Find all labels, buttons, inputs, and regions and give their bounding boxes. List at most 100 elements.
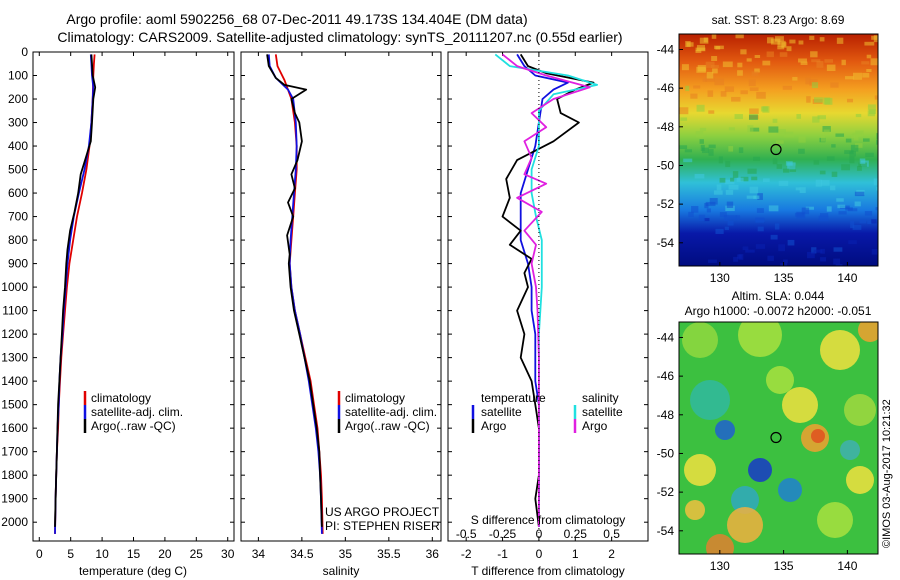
sst-speckle [770,38,781,45]
sst-map-frame [678,33,879,267]
sst-speckle [728,127,735,131]
sst-speckle [749,87,759,91]
sst-speckle [776,164,783,169]
depth-tick-label: 1100 [2,304,28,318]
sla-map-axes: 130 135 140 -44 -46 -48 -50 -52 -54 [657,330,858,573]
sst-speckle [861,61,870,65]
sst-speckle [778,244,786,252]
sla-blob [840,440,860,460]
difference-x2-tick-label: 0.25 [564,527,588,541]
sst-speckle [740,90,748,95]
sst-map-axes: 130 135 140 -44 -46 -48 -50 -52 -54 [657,42,858,285]
sst-speckle [779,52,788,57]
sst-speckle [806,96,811,103]
sst-speckle [877,37,878,43]
sst-speckle [720,91,727,97]
sst-speckle [811,82,819,89]
sst-speckle [777,40,786,47]
sla-blob [738,322,782,357]
sst-speckle [766,51,774,58]
sst-speckle [833,258,841,265]
sst-speckle [754,68,760,73]
legend-title-salinity: salinity [582,391,619,405]
salinity-x-tick-label: 35.5 [377,547,401,561]
sst-speckle [699,139,704,144]
sst-speckle [813,249,823,253]
sst-speckle [836,37,844,44]
sst-speckle [755,218,765,222]
sst-speckle [798,135,806,143]
series-line-salinity-satellite [494,53,598,527]
map-y-tick-label: -52 [657,197,675,211]
sla-blob [682,322,718,358]
legend-label-temp-satellite: satellite [481,405,522,419]
sst-speckle [697,65,707,72]
sst-speckle [838,211,847,215]
sst-speckle [690,93,698,99]
sst-speckle [820,257,827,262]
sst-speckle [694,173,705,179]
sst-speckle [859,158,866,164]
sst-speckle [705,201,716,207]
difference-panel-frame [447,51,649,542]
temperature-x-tick-label: 30 [221,547,235,561]
temperature-x-tick-label: 15 [127,547,141,561]
sst-speckle [756,208,764,213]
difference-x2-tick-label: 0 [536,527,543,541]
sst-speckle [786,46,792,52]
sst-speckle [696,104,705,112]
sst-speckle [712,68,718,74]
sst-speckle [853,133,859,141]
sst-speckle [774,36,784,42]
series-line-satellite-adj-clim- [54,54,95,534]
sst-speckle [746,58,752,62]
difference-x2-tick-label: -0.5 [456,527,477,541]
depth-tick-label: 100 [8,69,28,83]
sst-speckle [762,60,771,66]
salinity-xlabel: salinity [323,564,360,578]
sst-speckle [740,176,749,182]
sst-speckle [693,85,701,89]
map-y-tick-label: -54 [657,524,675,538]
sst-speckle [702,78,707,82]
sst-speckle [826,206,832,212]
sla-blob [731,486,759,514]
depth-tick-label: 300 [8,116,28,130]
sst-speckle [719,212,727,218]
sst-speckle [725,160,731,168]
sst-speckle [850,221,855,229]
sst-speckle [855,113,862,118]
sst-speckle [729,215,737,220]
sst-speckle [713,190,723,195]
sst-speckle [800,61,808,66]
sst-speckle [837,204,846,209]
depth-tick-label: 1700 [1,445,28,459]
sla-blob [820,330,860,370]
salinity-panel-frame [240,51,442,542]
sst-speckle [746,195,757,199]
sst-speckle [763,178,770,183]
sst-speckle [856,165,862,171]
map-x-tick-label: 140 [837,559,857,573]
sst-speckle [768,205,779,212]
sst-speckle [811,59,821,63]
sst-speckle [756,91,766,99]
sst-speckle [728,146,734,152]
sst-speckle [751,176,758,181]
sst-speckle [854,191,865,197]
sst-speckle [706,71,714,79]
sst-speckle [735,215,741,221]
sst-speckle [792,76,798,81]
salinity-legend: climatology satellite-adj. clim. Argo(..… [337,391,437,433]
sst-speckle [820,248,825,254]
depth-tick-label: 700 [8,210,28,224]
sst-speckle [728,184,739,190]
sst-speckle [864,211,873,216]
argo-float-marker [770,431,782,444]
legend-label-argo: Argo(..raw -QC) [91,419,176,433]
salinity-x-tick-label: 34 [252,547,266,561]
sst-speckle [848,240,857,245]
map-x-tick-label: 135 [774,271,794,285]
sst-speckle [726,201,734,208]
sst-speckle [862,138,870,142]
